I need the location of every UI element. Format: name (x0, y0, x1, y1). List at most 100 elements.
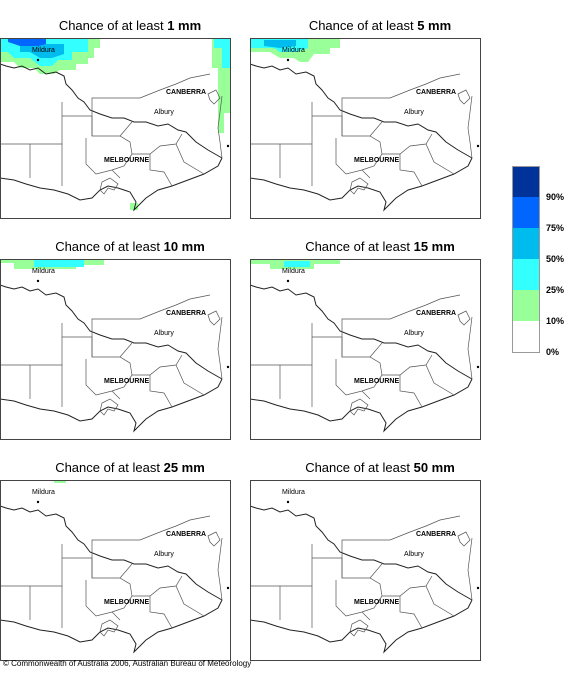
place-label-albury: Albury (404, 109, 424, 116)
boundary-line (369, 563, 383, 579)
legend-label-90: 90% (546, 192, 565, 202)
town-marker (286, 500, 290, 504)
boundary-line (349, 398, 369, 416)
probability-shading-75pct (8, 38, 46, 46)
rainfall-probability-map: Mildura CANBERRA Albury MELBOURNE (0, 480, 231, 661)
legend-swatch-25 (512, 259, 540, 290)
boundary-line (132, 133, 183, 155)
boundary-line (149, 154, 173, 187)
boundary-line (85, 580, 121, 621)
boundary-line (0, 157, 223, 212)
boundary-line (207, 310, 221, 326)
boundary-line (425, 364, 455, 396)
boundary-line (119, 342, 133, 358)
boundary-line (250, 505, 473, 601)
boundary-line (250, 284, 473, 380)
boundary-line (382, 354, 433, 376)
probability-legend: 90% 75% 50% 25% 10% 0% (512, 166, 570, 357)
boundary-line (0, 505, 223, 601)
map-frame (250, 259, 481, 440)
place-label-albury: Albury (154, 109, 174, 116)
title-prefix: Chance of at least (305, 460, 414, 475)
town-marker (476, 586, 480, 590)
boundary-line (119, 563, 133, 579)
boundary-line (250, 102, 313, 145)
town-marker (476, 144, 480, 148)
probability-shading-25pct (34, 259, 84, 267)
town-marker (36, 58, 40, 62)
panel-10mm: Chance of at least 10 mm Mildura CANBERRA… (0, 239, 260, 459)
probability-shading-50pct (264, 40, 296, 48)
boundary-line (250, 544, 313, 587)
boundary-line (349, 177, 369, 195)
rainfall-probability-map: Mildura CANBERRA Albury MELBOURNE (250, 259, 481, 440)
boundary-line (132, 354, 183, 376)
map-frame (250, 38, 481, 219)
place-label-mildura: Mildura (282, 489, 305, 496)
boundary-line (119, 121, 133, 137)
town-marker (226, 144, 230, 148)
legend-label-75: 75% (546, 223, 565, 233)
panel-25mm: Chance of at least 25 mm Mildura CANBERRA… (0, 460, 260, 680)
probability-shading-25pct (214, 38, 230, 68)
threshold: 15 mm (413, 239, 455, 254)
boundary-line (207, 89, 221, 105)
town-marker (286, 58, 290, 62)
boundary-line (217, 537, 223, 601)
boundary-line (91, 294, 211, 357)
panel-title: Chance of at least 10 mm (0, 239, 260, 255)
legend-label-10: 10% (546, 316, 565, 326)
town-marker (36, 500, 40, 504)
boundary-line (341, 515, 461, 578)
boundary-line (382, 575, 433, 597)
probability-shading-50pct (20, 44, 64, 58)
map-frame (0, 259, 231, 440)
place-label-albury: Albury (154, 330, 174, 337)
rainfall-probability-map: Mildura CANBERRA Albury MELBOURNE (250, 38, 481, 219)
town-marker (476, 365, 480, 369)
place-label-mildura: Mildura (282, 268, 305, 275)
boundary-line (0, 544, 63, 587)
threshold: 25 mm (163, 460, 205, 475)
boundary-line (335, 138, 371, 179)
panel-title: Chance of at least 50 mm (250, 460, 510, 476)
boundary-line (99, 619, 119, 637)
title-prefix: Chance of at least (55, 239, 164, 254)
place-label-albury: Albury (404, 330, 424, 337)
boundary-line (382, 133, 433, 155)
boundary-line (335, 580, 371, 621)
boundary-line (457, 89, 471, 105)
boundary-line (349, 619, 369, 637)
title-prefix: Chance of at least (55, 460, 164, 475)
place-label-mildura: Mildura (282, 47, 305, 54)
boundary-line (399, 375, 423, 408)
boundary-line (457, 310, 471, 326)
boundary-line (250, 323, 313, 366)
town-marker (226, 365, 230, 369)
place-label-mildura: Mildura (32, 268, 55, 275)
place-label-melbourne: MELBOURNE (104, 378, 149, 385)
town-marker (226, 586, 230, 590)
legend-swatch-50 (512, 228, 540, 259)
boundary-line (425, 585, 455, 617)
probability-shading-25pct (284, 261, 310, 267)
threshold: 50 mm (413, 460, 455, 475)
boundary-line (217, 316, 223, 380)
boundary-line (85, 138, 121, 179)
boundary-line (99, 177, 119, 195)
place-label-canberra: CANBERRA (416, 89, 456, 96)
legend-swatch-90 (512, 166, 540, 197)
boundary-line (175, 364, 205, 396)
boundary-line (341, 294, 461, 357)
place-label-melbourne: MELBOURNE (354, 599, 399, 606)
boundary-line (425, 143, 455, 175)
legend-swatch-75 (512, 197, 540, 228)
map-frame (0, 480, 231, 661)
copyright-notice: © Commonwealth of Australia 2006, Austra… (3, 659, 252, 668)
town-marker (286, 279, 290, 283)
boundary-line (335, 359, 371, 400)
panel-title: Chance of at least 1 mm (0, 18, 260, 34)
boundary-line (217, 95, 223, 159)
boundary-line (132, 575, 183, 597)
legend-label-25: 25% (546, 285, 565, 295)
